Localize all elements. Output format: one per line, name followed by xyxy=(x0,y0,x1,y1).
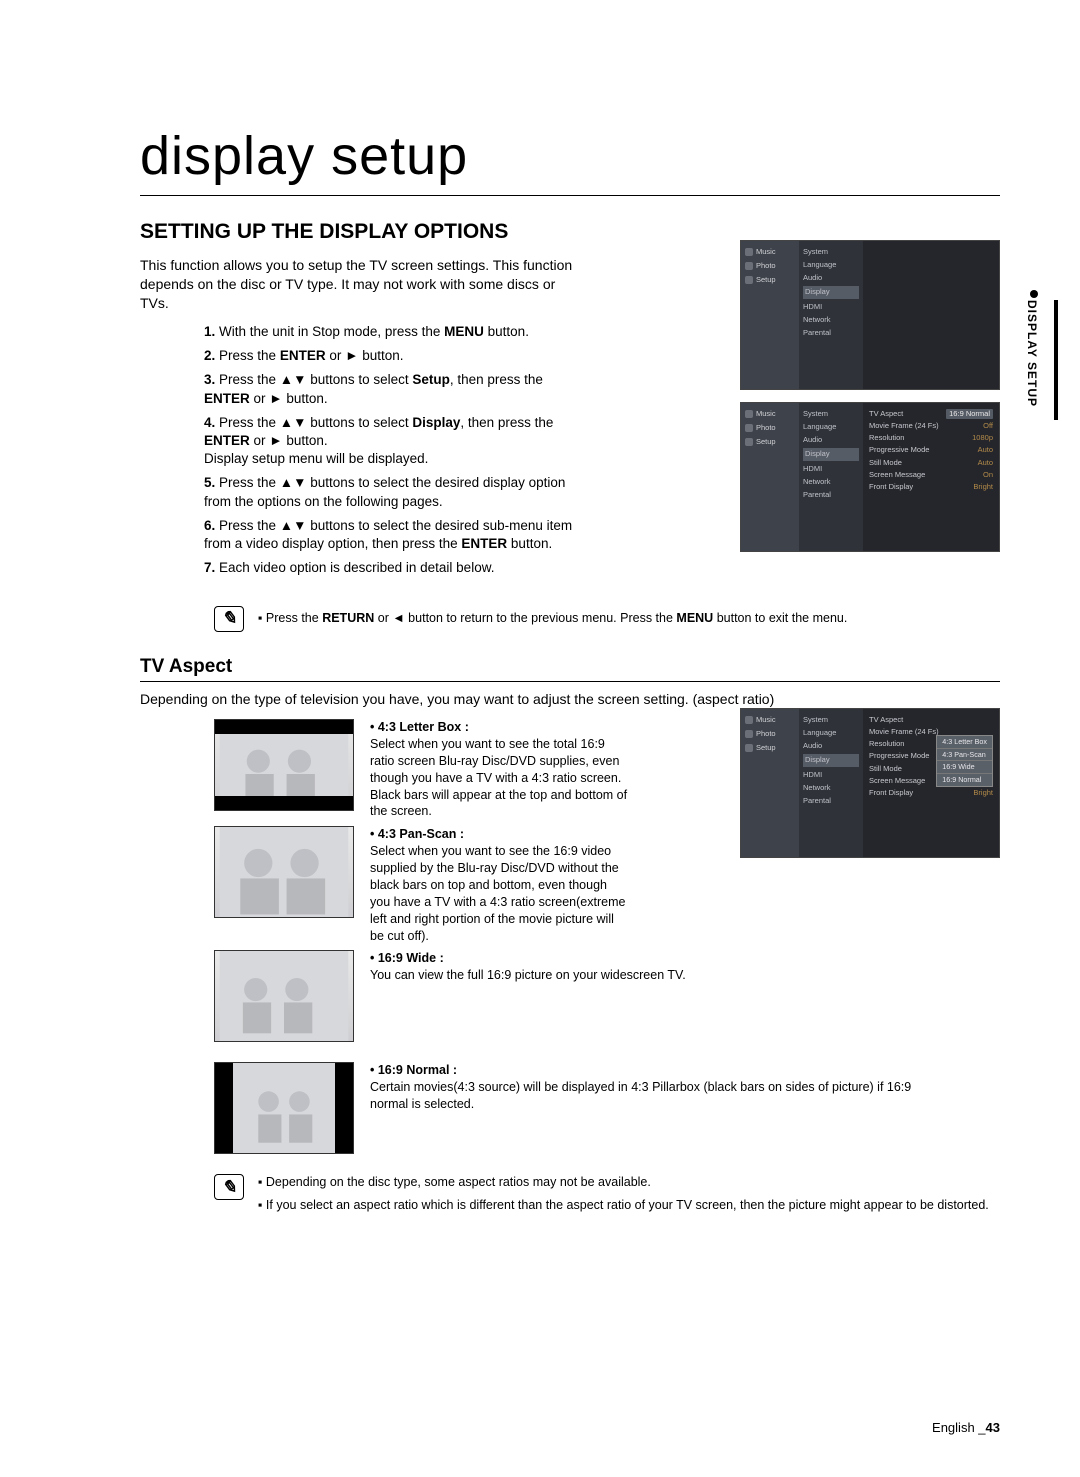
side-dot-icon xyxy=(1030,290,1038,298)
foot-note-line: Depending on the disc type, some aspect … xyxy=(258,1174,1000,1191)
aspect-title: 4:3 Letter Box : xyxy=(378,720,469,734)
step-item: 2. Press the ENTER or ► button. xyxy=(204,347,584,365)
note-icon: ✎ xyxy=(214,606,244,632)
mock-screenshot-1: Music Photo Setup System Language Audio … xyxy=(740,240,1000,390)
aspect-desc: Certain movies(4:3 source) will be displ… xyxy=(370,1080,911,1111)
step-item: 1. With the unit in Stop mode, press the… xyxy=(204,323,584,341)
aspect-desc: Select when you want to see the 16:9 vid… xyxy=(370,844,625,942)
tv-aspect-heading: TV Aspect xyxy=(140,654,1000,683)
mock-screenshot-2: Music Photo Setup System Language Audio … xyxy=(740,402,1000,552)
note-text: Press the RETURN or ◄ button to return t… xyxy=(258,606,1000,627)
mock-popup-menu: 4:3 Letter Box 4:3 Pan-Scan 16:9 Wide 16… xyxy=(936,735,993,787)
aspect-title: 16:9 Normal : xyxy=(378,1063,457,1077)
steps-list: 1. With the unit in Stop mode, press the… xyxy=(204,323,584,578)
thumb-wide xyxy=(214,950,354,1042)
aspect-title: 4:3 Pan-Scan : xyxy=(378,827,464,841)
step-item: 5. Press the ▲▼ buttons to select the de… xyxy=(204,474,584,510)
step-item: 7. Each video option is described in det… xyxy=(204,559,584,577)
step-item: 3. Press the ▲▼ buttons to select Setup,… xyxy=(204,371,584,407)
aspect-desc: You can view the full 16:9 picture on yo… xyxy=(370,968,686,982)
page-number: English _43 xyxy=(932,1419,1000,1437)
note-icon: ✎ xyxy=(214,1174,244,1200)
intro-text: This function allows you to setup the TV… xyxy=(140,256,580,313)
side-bar xyxy=(1054,300,1058,420)
aspect-row-wide: 16:9 Wide : You can view the full 16:9 p… xyxy=(140,950,1000,1042)
thumb-normal xyxy=(214,1062,354,1154)
mock-right-panel xyxy=(863,241,999,389)
return-note: ✎ Press the RETURN or ◄ button to return… xyxy=(140,606,1000,632)
step-item: 6. Press the ▲▼ buttons to select the de… xyxy=(204,517,584,553)
aspect-desc: Select when you want to see the total 16… xyxy=(370,737,627,819)
thumb-panscan xyxy=(214,826,354,918)
foot-note-line: If you select an aspect ratio which is d… xyxy=(258,1197,1000,1214)
mock-mid-menu: System Language Audio Display HDMI Netwo… xyxy=(799,241,863,389)
step-item: 4. Press the ▲▼ buttons to select Displa… xyxy=(204,414,584,469)
tv-aspect-intro: Depending on the type of television you … xyxy=(140,690,1000,709)
side-tab-label: DISPLAY SETUP xyxy=(1024,300,1040,407)
mock-screenshot-3: Music Photo Setup System Language Audio … xyxy=(740,708,1000,858)
aspect-row-normal: 16:9 Normal : Certain movies(4:3 source)… xyxy=(140,1062,1000,1154)
thumb-letterbox xyxy=(214,719,354,811)
page-title: display setup xyxy=(140,120,1000,196)
mock-left-nav: Music Photo Setup xyxy=(741,241,799,389)
aspect-title: 16:9 Wide : xyxy=(378,951,444,965)
footer-notes: ✎ Depending on the disc type, some aspec… xyxy=(140,1174,1000,1214)
